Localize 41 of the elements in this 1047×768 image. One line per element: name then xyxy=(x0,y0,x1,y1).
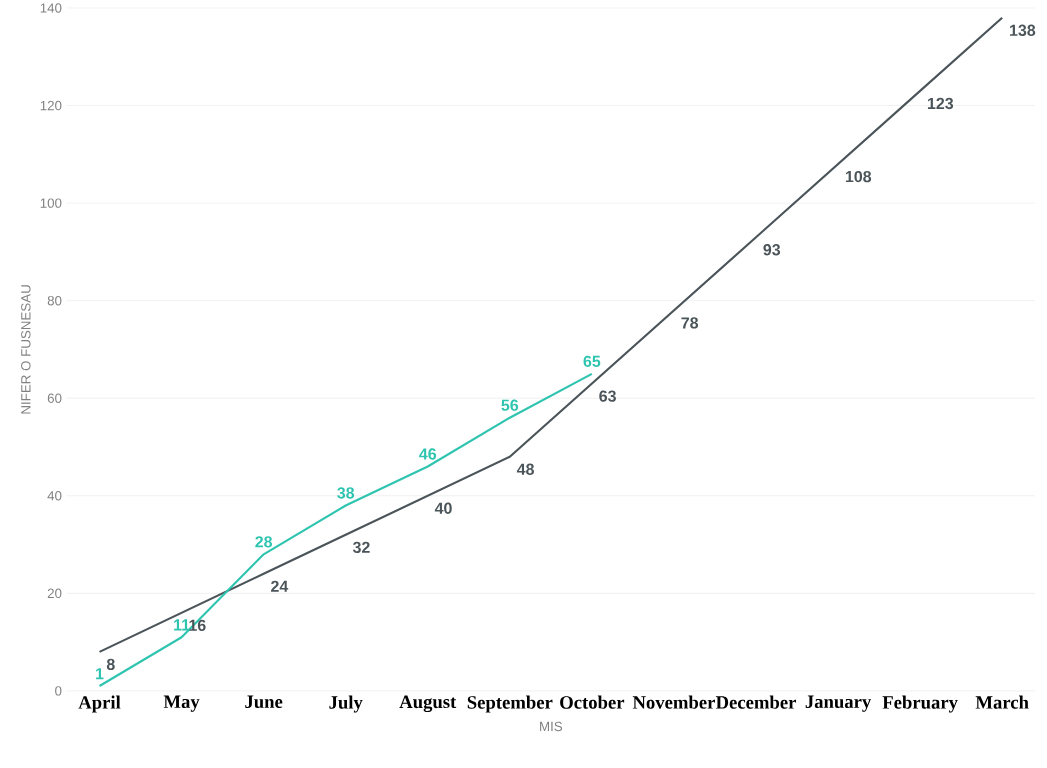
data-label: 138 xyxy=(1010,24,1036,36)
y-tick-label: 40 xyxy=(47,490,62,501)
data-label: 38 xyxy=(337,487,355,499)
x-tick-label: November xyxy=(632,695,716,709)
data-label: 56 xyxy=(501,399,519,411)
data-label: 46 xyxy=(419,448,437,460)
x-tick-label: July xyxy=(329,695,363,713)
data-label: 63 xyxy=(599,390,616,402)
y-tick-label: 120 xyxy=(40,100,62,111)
x-tick-label: April xyxy=(78,695,121,713)
data-label: 1 xyxy=(96,668,104,680)
data-label: 78 xyxy=(681,317,699,329)
data-label: 65 xyxy=(583,355,601,367)
x-tick-label: February xyxy=(882,695,958,713)
x-tick-label: January xyxy=(805,695,872,712)
data-label: 93 xyxy=(763,243,781,256)
x-tick-label: March xyxy=(975,695,1029,709)
data-label: 40 xyxy=(434,502,452,514)
data-label: 28 xyxy=(255,536,273,548)
data-label: 24 xyxy=(271,580,289,592)
y-tick-label: 0 xyxy=(55,686,62,696)
y-tick-label: 60 xyxy=(47,393,62,403)
data-label: 8 xyxy=(106,658,115,670)
y-tick-label: 80 xyxy=(47,295,62,306)
x-tick-label: October xyxy=(560,695,625,709)
x-axis-title: MIS xyxy=(540,721,563,732)
line-series xyxy=(98,372,593,687)
x-tick-label: September xyxy=(467,695,553,713)
y-tick-label: 140 xyxy=(40,3,62,13)
data-label: 48 xyxy=(516,463,534,475)
x-tick-label: December xyxy=(715,695,797,709)
y-tick-label: 20 xyxy=(47,588,62,598)
x-tick-label: May xyxy=(163,695,200,712)
x-tick-label: June xyxy=(245,695,283,708)
data-label: 108 xyxy=(845,170,872,183)
x-tick-label: August xyxy=(399,695,457,712)
y-axis-title: NIFER O FUSNESAU xyxy=(21,285,31,414)
y-tick-label: 100 xyxy=(40,198,62,208)
data-label: 123 xyxy=(927,97,954,110)
data-label: 11 xyxy=(174,619,190,631)
data-label: 32 xyxy=(352,541,370,553)
